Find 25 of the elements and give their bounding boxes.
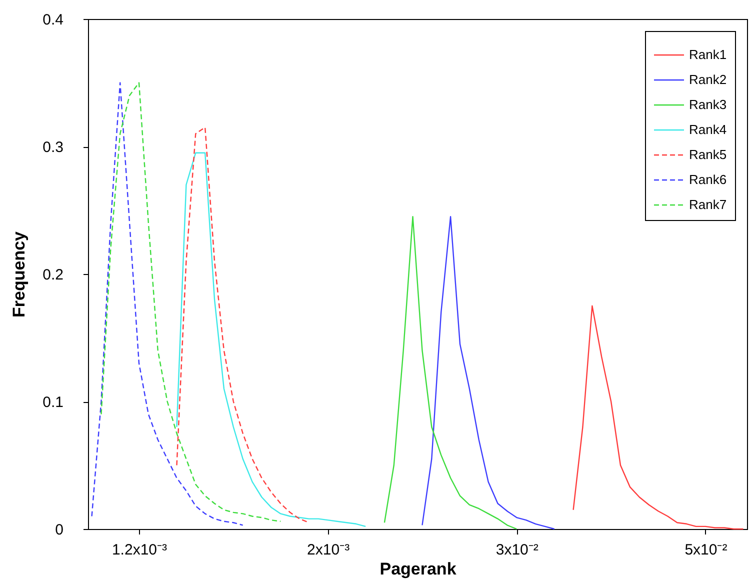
legend-label: Rank5	[689, 147, 727, 162]
legend-label: Rank7	[689, 197, 727, 212]
legend-label: Rank4	[689, 122, 727, 137]
line-series	[176, 126, 310, 524]
legend-label: Rank1	[689, 47, 727, 62]
line-series	[176, 152, 366, 528]
y-axis-title: Frequency	[10, 230, 29, 318]
y-tick-label: 0.2	[42, 266, 64, 284]
x-tick-label: 1.2x10⁻³	[112, 542, 168, 558]
x-tick-label: 5x10⁻²	[684, 542, 728, 558]
y-tick-label: 0.1	[42, 394, 64, 411]
line-series	[91, 82, 244, 526]
line-series	[422, 216, 555, 530]
y-tick-label: 0.3	[42, 139, 64, 156]
line-series	[100, 82, 282, 522]
x-tick-label: 3x10⁻²	[496, 542, 538, 558]
y-tick-label: 0	[55, 522, 64, 538]
x-tick-label: 2x10⁻³	[307, 542, 350, 558]
legend-label: Rank6	[689, 172, 727, 187]
x-axis-title: Pagerank	[380, 560, 457, 578]
line-series	[384, 216, 518, 530]
y-tick-label: 0.4	[42, 12, 64, 28]
line-series	[572, 305, 744, 530]
legend-label: Rank3	[689, 97, 727, 112]
legend-label: Rank2	[689, 72, 727, 87]
